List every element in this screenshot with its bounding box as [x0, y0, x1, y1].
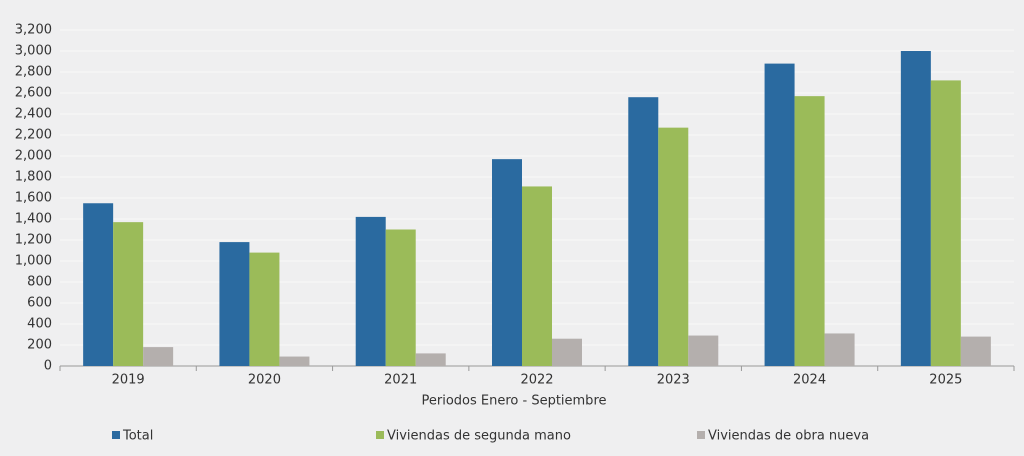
- y-tick-label: 1,800: [15, 170, 52, 185]
- x-tick-label: 2025: [929, 373, 962, 388]
- x-tick-label: 2022: [520, 373, 553, 388]
- legend-label: Viviendas de obra nueva: [708, 429, 869, 444]
- bar: [960, 336, 991, 366]
- legend-swatch: [697, 431, 705, 439]
- legend-swatch: [112, 431, 120, 439]
- bar: [249, 252, 280, 366]
- bar: [522, 186, 552, 366]
- bar: [279, 356, 310, 366]
- bar: [824, 333, 855, 366]
- y-tick-label: 1,000: [15, 254, 52, 269]
- y-tick-label: 600: [27, 296, 52, 311]
- x-tick-label: 2020: [248, 373, 281, 388]
- bar: [688, 335, 719, 366]
- bar: [794, 96, 825, 367]
- legend-swatch: [376, 431, 384, 439]
- bar: [900, 51, 931, 366]
- bar: [552, 338, 582, 366]
- x-axis-label: Periodos Enero - Septiembre: [422, 394, 607, 409]
- bar: [83, 203, 114, 366]
- legend-label: Viviendas de segunda mano: [387, 429, 571, 444]
- y-tick-label: 800: [27, 275, 52, 290]
- x-tick-label: 2019: [112, 373, 145, 388]
- bar: [930, 80, 961, 367]
- y-tick-label: 3,200: [15, 23, 52, 38]
- y-tick-label: 2,000: [15, 149, 52, 164]
- y-tick-label: 1,600: [15, 191, 52, 206]
- y-tick-label: 1,200: [15, 233, 52, 248]
- x-tick-label: 2021: [384, 373, 417, 388]
- bar: [143, 347, 174, 366]
- bar: [764, 63, 795, 366]
- bar: [385, 229, 416, 366]
- x-tick-label: 2024: [793, 373, 826, 388]
- bar: [492, 159, 522, 366]
- legend-label: Total: [122, 429, 153, 444]
- y-tick-label: 0: [44, 359, 52, 374]
- bar: [658, 127, 689, 367]
- bar: [219, 242, 250, 366]
- y-tick-label: 200: [27, 338, 52, 353]
- bar: [628, 97, 659, 366]
- bar: [355, 216, 386, 366]
- bar: [113, 222, 144, 366]
- y-tick-label: 400: [27, 317, 52, 332]
- y-tick-label: 2,800: [15, 65, 52, 80]
- y-tick-label: 3,000: [15, 44, 52, 59]
- y-tick-label: 2,400: [15, 107, 52, 122]
- bar: [415, 353, 446, 366]
- y-tick-label: 2,200: [15, 128, 52, 143]
- y-tick-label: 1,400: [15, 212, 52, 227]
- x-tick-label: 2023: [657, 373, 690, 388]
- y-tick-label: 2,600: [15, 86, 52, 101]
